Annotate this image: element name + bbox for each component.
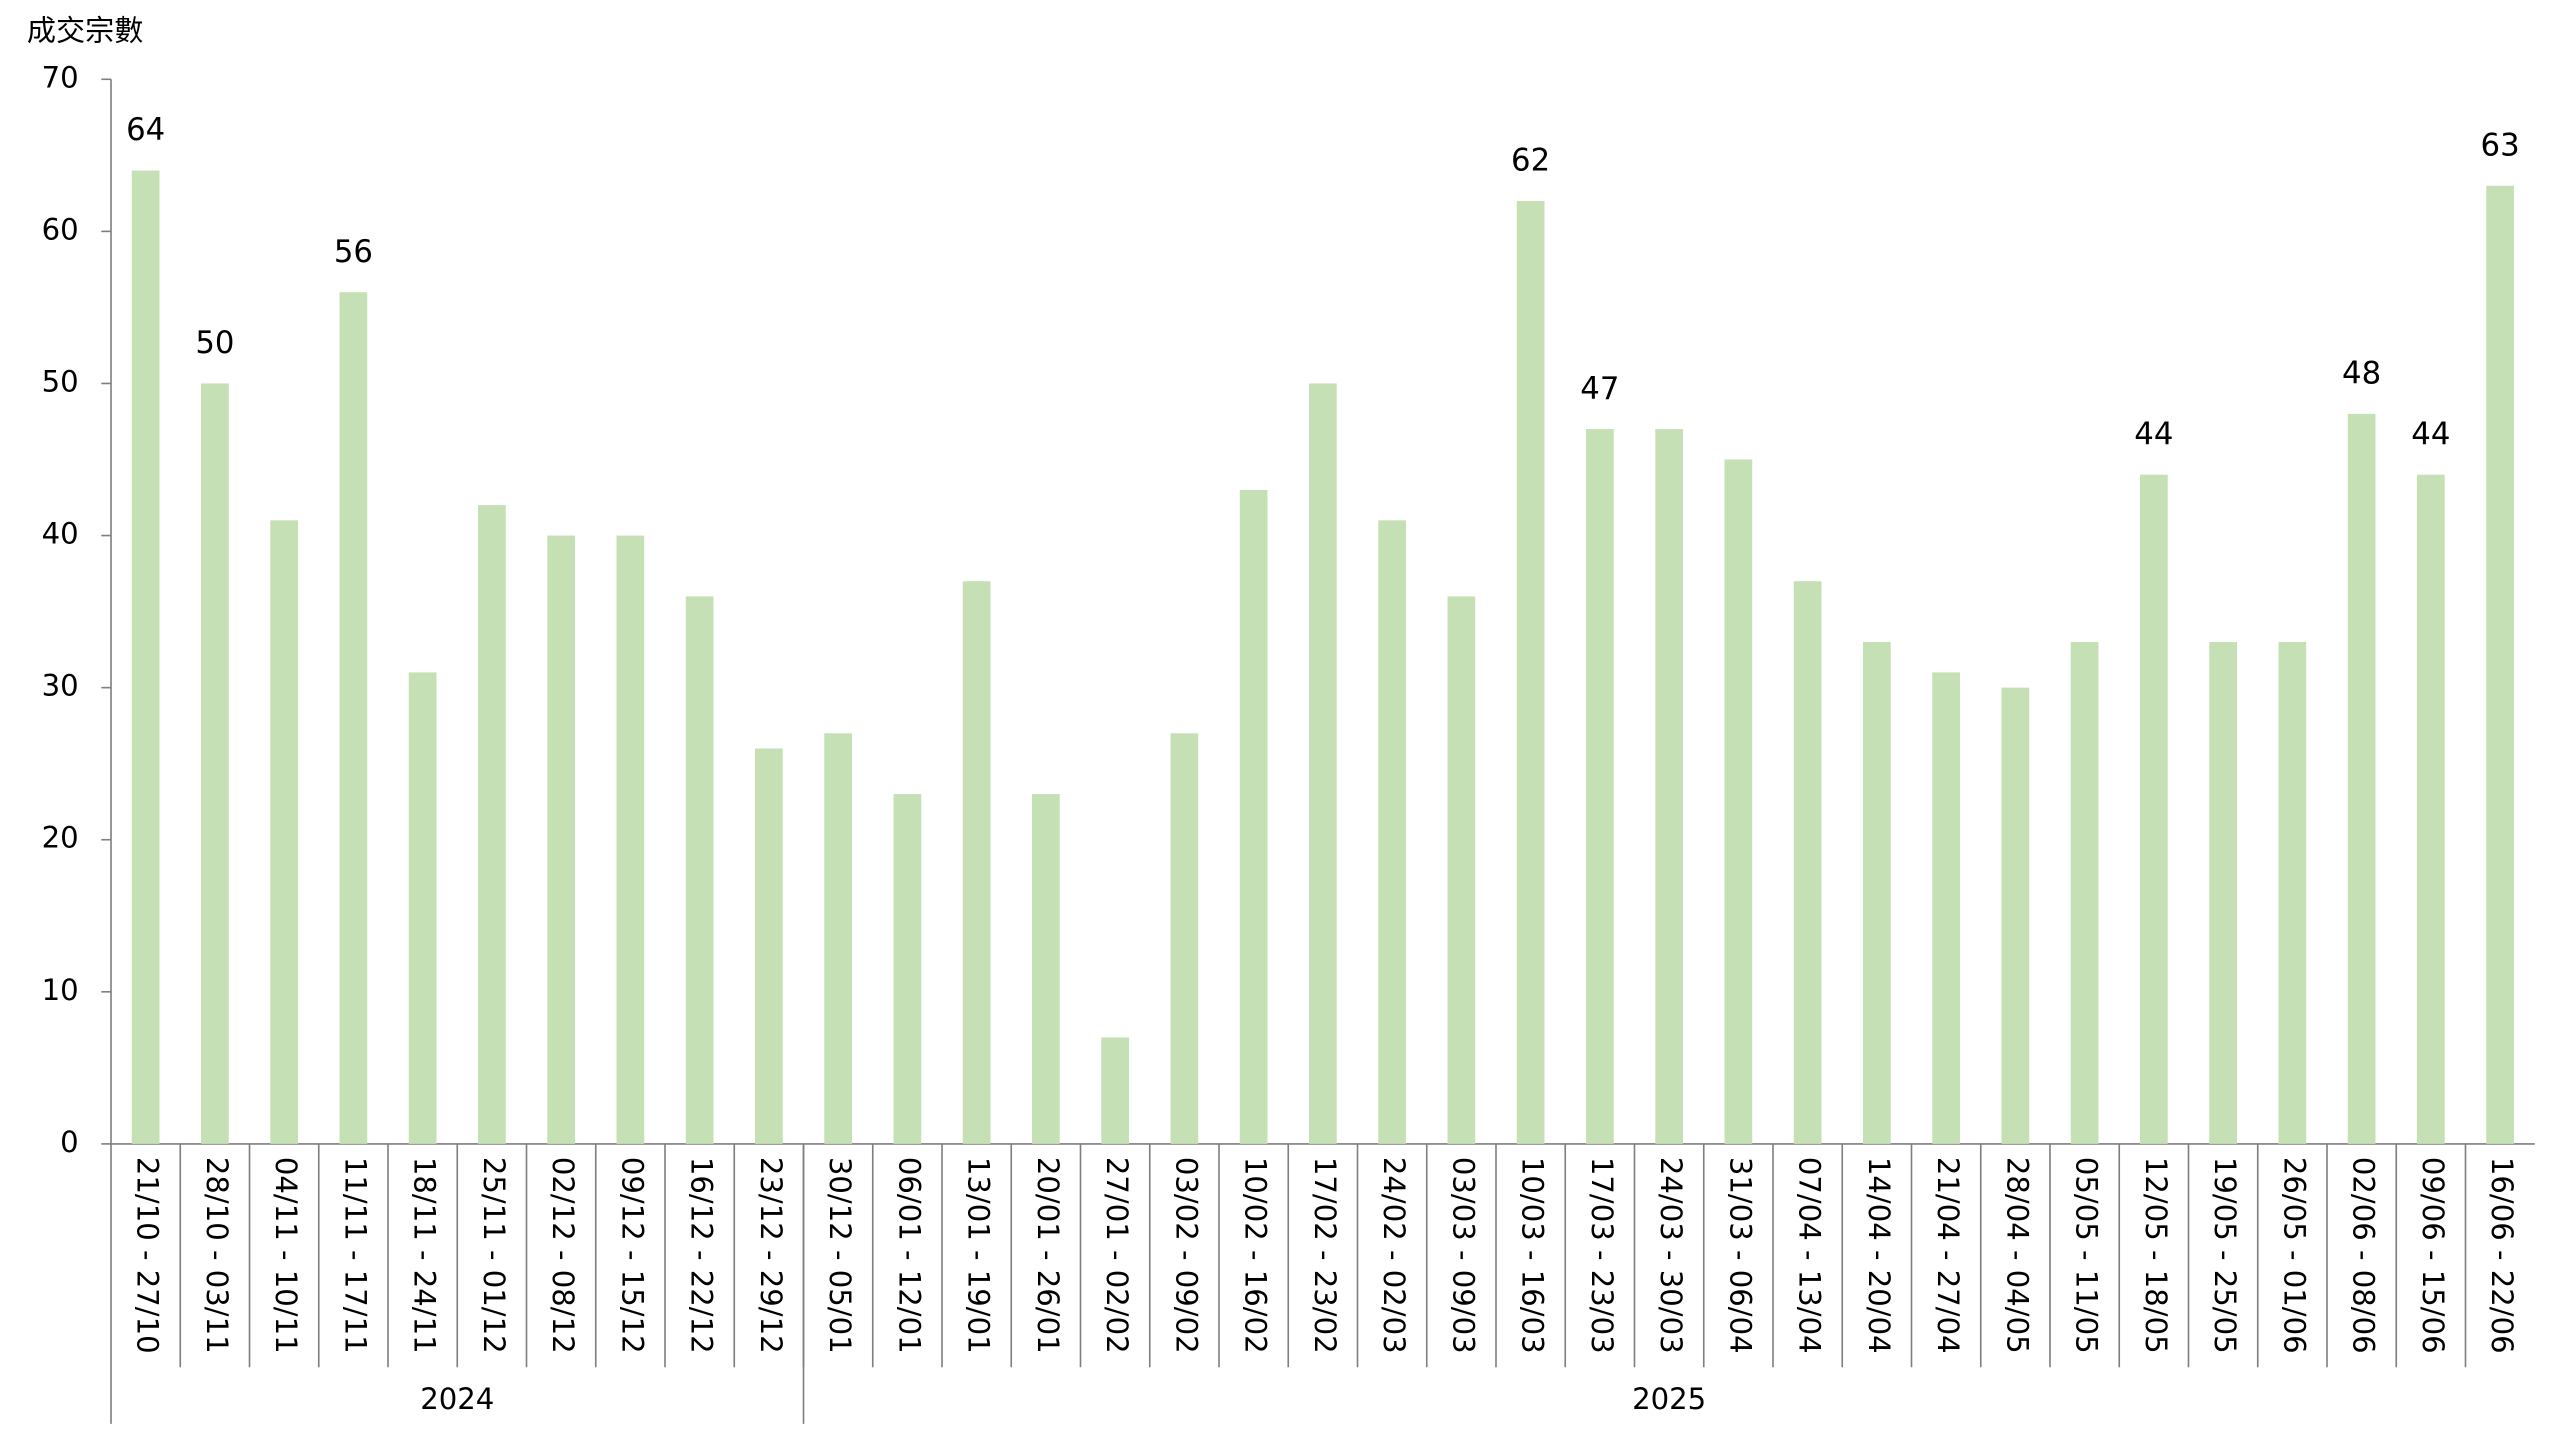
x-tick-label: 12/05 - 18/05	[2139, 1157, 2173, 1354]
data-label: 48	[2342, 356, 2381, 392]
x-tick-label: 10/02 - 16/02	[1239, 1157, 1273, 1354]
bar	[2070, 642, 2099, 1144]
x-tick-label: 07/04 - 13/04	[1793, 1157, 1827, 1354]
bar	[685, 596, 714, 1144]
bar	[1447, 596, 1476, 1144]
bar	[1032, 794, 1060, 1144]
x-tick-label: 23/12 - 29/12	[754, 1157, 788, 1354]
x-tick-label: 26/05 - 01/06	[2277, 1157, 2311, 1354]
x-tick-label: 21/10 - 27/10	[131, 1157, 165, 1354]
data-label: 50	[195, 325, 234, 361]
x-tick-label: 31/03 - 06/04	[1723, 1157, 1757, 1354]
bar	[1586, 429, 1614, 1144]
x-tick-label: 10/03 - 16/03	[1516, 1157, 1550, 1354]
x-tick-label: 28/04 - 04/05	[2000, 1157, 2034, 1354]
x-tick-label: 24/02 - 02/03	[1377, 1157, 1411, 1354]
data-label: 64	[126, 112, 165, 148]
x-tick-label: 28/10 - 03/11	[200, 1157, 234, 1354]
data-label: 56	[334, 234, 373, 270]
bar	[1239, 489, 1268, 1144]
y-axis-title: 成交宗數	[27, 13, 143, 47]
bar	[1309, 383, 1337, 1144]
y-tick-label: 0	[60, 1125, 79, 1159]
x-tick-label: 21/04 - 27/04	[1931, 1157, 1965, 1354]
x-tick-label: 17/02 - 23/02	[1308, 1157, 1342, 1354]
bar	[2417, 474, 2445, 1144]
bar	[2209, 642, 2237, 1144]
y-tick-label: 50	[42, 364, 79, 398]
data-label: 47	[1580, 371, 1619, 407]
x-tick-label: 09/12 - 15/12	[615, 1157, 649, 1354]
x-tick-label: 16/12 - 22/12	[685, 1157, 719, 1354]
x-tick-label: 09/06 - 15/06	[2416, 1157, 2450, 1354]
bar	[962, 581, 991, 1144]
x-tick-label: 16/06 - 22/06	[2485, 1157, 2519, 1354]
x-tick-label: 11/11 - 17/11	[338, 1157, 372, 1354]
group-label: 2024	[420, 1382, 494, 1416]
x-tick-label: 25/11 - 01/12	[477, 1157, 511, 1354]
bar	[131, 170, 160, 1144]
x-tick-label: 17/03 - 23/03	[1585, 1157, 1619, 1354]
bar	[893, 794, 922, 1144]
y-tick-label: 60	[42, 212, 79, 246]
bar	[1170, 733, 1199, 1144]
y-tick-label: 40	[42, 517, 79, 551]
x-tick-label: 04/11 - 10/11	[269, 1157, 303, 1354]
group-label: 2025	[1632, 1382, 1706, 1416]
bar	[201, 383, 229, 1144]
y-tick-label: 10	[42, 973, 79, 1007]
data-label: 44	[2411, 416, 2450, 452]
x-tick-label: 19/05 - 25/05	[2208, 1157, 2242, 1354]
x-tick-label: 05/05 - 11/05	[2070, 1157, 2104, 1354]
bar	[339, 292, 368, 1144]
x-tick-label: 02/06 - 08/06	[2347, 1157, 2381, 1354]
bar	[547, 535, 575, 1144]
x-tick-label: 03/02 - 09/02	[1169, 1157, 1203, 1354]
data-label: 63	[2481, 127, 2520, 163]
data-label: 44	[2134, 416, 2173, 452]
bar	[1378, 520, 1406, 1144]
bar	[1516, 200, 1545, 1144]
x-tick-label: 06/01 - 12/01	[892, 1157, 926, 1354]
bar	[408, 672, 437, 1144]
data-label: 62	[1511, 143, 1550, 179]
x-tick-label: 18/11 - 24/11	[408, 1157, 442, 1354]
bar	[1101, 1037, 1129, 1144]
bar	[616, 535, 645, 1144]
bar	[2347, 413, 2376, 1144]
x-tick-label: 02/12 - 08/12	[546, 1157, 580, 1354]
x-tick-label: 14/04 - 20/04	[1862, 1157, 1896, 1354]
bar	[2278, 642, 2307, 1144]
x-tick-label: 27/01 - 02/02	[1100, 1157, 1134, 1354]
bar	[1724, 459, 1753, 1144]
bar	[478, 505, 506, 1144]
y-tick-label: 70	[42, 60, 79, 94]
bar	[1793, 581, 1822, 1144]
y-tick-label: 20	[42, 821, 79, 855]
x-tick-label: 13/01 - 19/01	[962, 1157, 996, 1354]
bar	[1863, 642, 1891, 1144]
bar	[270, 520, 298, 1144]
x-tick-label: 20/01 - 26/01	[1031, 1157, 1065, 1354]
x-tick-label: 03/03 - 09/03	[1446, 1157, 1480, 1354]
bar	[2140, 474, 2168, 1144]
bar	[824, 733, 852, 1144]
bar	[1655, 429, 1683, 1144]
bar	[1932, 672, 1960, 1144]
y-tick-label: 30	[42, 669, 79, 703]
x-tick-label: 30/12 - 05/01	[823, 1157, 857, 1354]
bar	[755, 748, 783, 1144]
bar	[2486, 185, 2514, 1144]
bar	[2001, 687, 2030, 1144]
x-tick-label: 24/03 - 30/03	[1654, 1157, 1688, 1354]
